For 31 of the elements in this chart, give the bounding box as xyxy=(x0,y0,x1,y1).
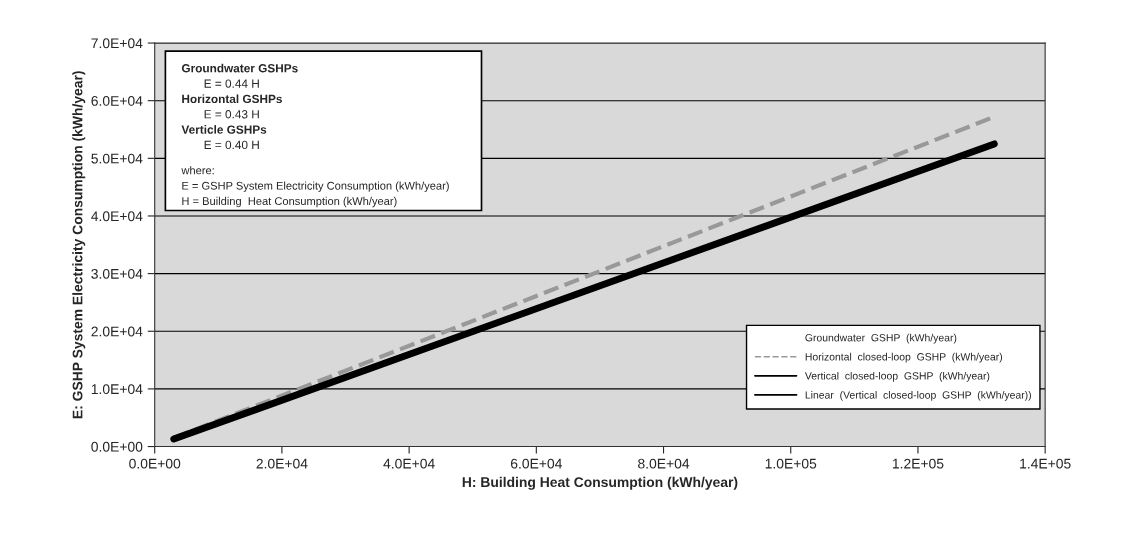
y-tick-label: 7.0E+04 xyxy=(91,38,143,49)
annotation: Groundwater GSHPs xyxy=(181,63,298,73)
x-tick-label: 1.4E+05 xyxy=(1020,458,1071,469)
annotation: E = GSHP System Electricity Consumption (kWh/year) xyxy=(182,181,449,192)
x-axis-title: H: Building Heat Consumption (kWh/year) xyxy=(462,476,738,490)
annotation: H = Building Heat Consumption (kWh/year) xyxy=(182,196,397,208)
y-tick-label: 2.0E+04 xyxy=(91,326,143,337)
legend-label: Linear (Vertical closed-loop GSHP (kWh/year)) xyxy=(805,391,1031,401)
x-tick-label: 2.0E+04 xyxy=(256,458,308,469)
legend-label: Horizontal closed-loop GSHP (kWh/year) xyxy=(805,352,1003,363)
x-tick-label: 1.2E+05 xyxy=(892,458,944,469)
y-tick-label: 1.0E+04 xyxy=(91,384,143,395)
legend-label: Vertical closed-loop GSHP (kWh/year) xyxy=(804,371,990,382)
y-tick-label: 0.0E+00 xyxy=(91,441,143,452)
y-tick-label: 6.0E+04 xyxy=(91,96,143,106)
annotation: E = 0.43 H xyxy=(204,110,259,119)
x-tick-label: 8.0E+04 xyxy=(638,458,690,469)
annotation: E = 0.44 H xyxy=(204,79,259,88)
annotation: Horizontal GSHPs xyxy=(182,94,282,104)
x-tick-label: 0.0E+00 xyxy=(129,458,181,469)
y-tick-label: 5.0E+04 xyxy=(91,153,143,164)
y-tick-label: 4.0E+04 xyxy=(91,211,143,222)
annotation: E = 0.40 H xyxy=(204,140,259,150)
x-tick-label: 1.0E+05 xyxy=(765,458,817,469)
text: Groundwater GSHP (kWh/year) xyxy=(805,333,957,344)
y-axis-title: E: GSHP System Electricity Consumption (kWh/year) xyxy=(72,71,86,419)
x-tick-label: 4.0E+04 xyxy=(383,458,435,469)
annotation: Verticle GSHPs xyxy=(181,125,267,134)
y-tick-label: 3.0E+04 xyxy=(91,268,143,279)
x-tick-label: 6.0E+04 xyxy=(510,458,562,469)
annotation: where: xyxy=(181,166,214,175)
